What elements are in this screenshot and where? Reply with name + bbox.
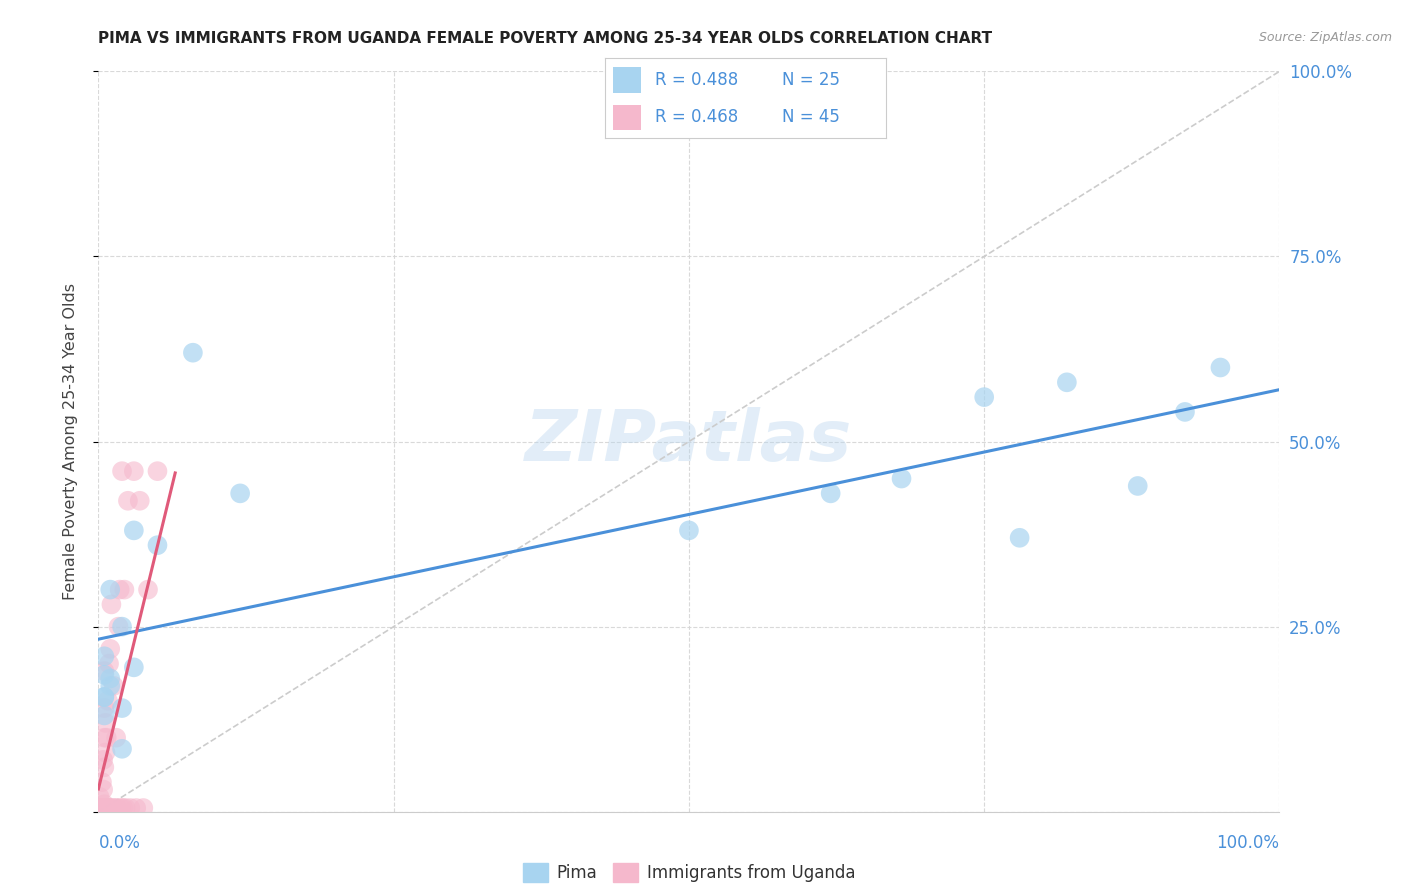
Point [890, 471, 912, 485]
Point [91, 782, 114, 797]
Text: 100.0%: 100.0% [1216, 834, 1279, 852]
Point [120, 801, 142, 815]
Point [94, 801, 117, 815]
Point [1209, 360, 1232, 375]
Point [1008, 531, 1031, 545]
Point [820, 486, 842, 500]
Point [96, 801, 118, 815]
Point [94, 746, 117, 760]
Point [122, 464, 145, 478]
Point [122, 524, 145, 538]
Text: Source: ZipAtlas.com: Source: ZipAtlas.com [1258, 31, 1392, 45]
Point [93, 690, 115, 704]
Point [136, 582, 159, 597]
Point [105, 801, 128, 815]
Point [1174, 405, 1197, 419]
Point [93, 731, 115, 745]
Point [132, 801, 155, 815]
Text: PIMA VS IMMIGRANTS FROM UGANDA FEMALE POVERTY AMONG 25-34 YEAR OLDS CORRELATION : PIMA VS IMMIGRANTS FROM UGANDA FEMALE PO… [98, 31, 993, 46]
Point [107, 619, 129, 633]
Point [108, 582, 131, 597]
Text: R = 0.488: R = 0.488 [655, 70, 738, 88]
Point [101, 801, 124, 815]
Point [90, 801, 112, 815]
Point [98, 801, 121, 815]
Point [111, 701, 134, 715]
Point [91, 753, 114, 767]
Text: 0.0%: 0.0% [98, 834, 141, 852]
Point [98, 672, 121, 686]
Point [93, 649, 115, 664]
Point [98, 657, 121, 671]
Point [93, 760, 115, 774]
Point [89, 801, 111, 815]
Point [678, 524, 700, 538]
Point [973, 390, 995, 404]
Point [125, 801, 148, 815]
Point [94, 715, 117, 730]
Point [91, 801, 114, 815]
Text: N = 45: N = 45 [782, 109, 839, 127]
Point [104, 801, 127, 815]
Point [1056, 376, 1078, 390]
Text: ZIPatlas: ZIPatlas [526, 407, 852, 476]
Point [112, 801, 135, 815]
Point [93, 690, 115, 704]
Point [111, 741, 134, 756]
Point [98, 641, 121, 656]
Point [98, 801, 121, 815]
Point [146, 464, 169, 478]
Point [100, 598, 122, 612]
Point [128, 493, 150, 508]
Text: R = 0.468: R = 0.468 [655, 109, 738, 127]
Point [96, 731, 118, 745]
Point [93, 708, 115, 723]
Point [111, 464, 134, 478]
Point [105, 731, 128, 745]
Point [93, 664, 115, 678]
Point [111, 619, 134, 633]
Point [114, 801, 136, 815]
Point [91, 775, 114, 789]
Point [103, 679, 125, 693]
Point [91, 801, 114, 815]
Point [97, 694, 120, 708]
Point [110, 801, 132, 815]
Point [181, 345, 204, 359]
Y-axis label: Female Poverty Among 25-34 Year Olds: Female Poverty Among 25-34 Year Olds [63, 283, 77, 600]
Point [146, 538, 169, 552]
Point [97, 801, 120, 815]
Point [112, 582, 135, 597]
Point [93, 701, 115, 715]
Point [89, 789, 111, 804]
Point [122, 660, 145, 674]
Point [93, 797, 115, 812]
Point [98, 582, 121, 597]
Legend: Pima, Immigrants from Uganda: Pima, Immigrants from Uganda [516, 856, 862, 888]
Point [117, 493, 139, 508]
FancyBboxPatch shape [613, 67, 641, 93]
Point [229, 486, 252, 500]
Point [93, 667, 115, 681]
Point [98, 679, 121, 693]
FancyBboxPatch shape [613, 104, 641, 130]
Text: N = 25: N = 25 [782, 70, 839, 88]
Point [1126, 479, 1149, 493]
